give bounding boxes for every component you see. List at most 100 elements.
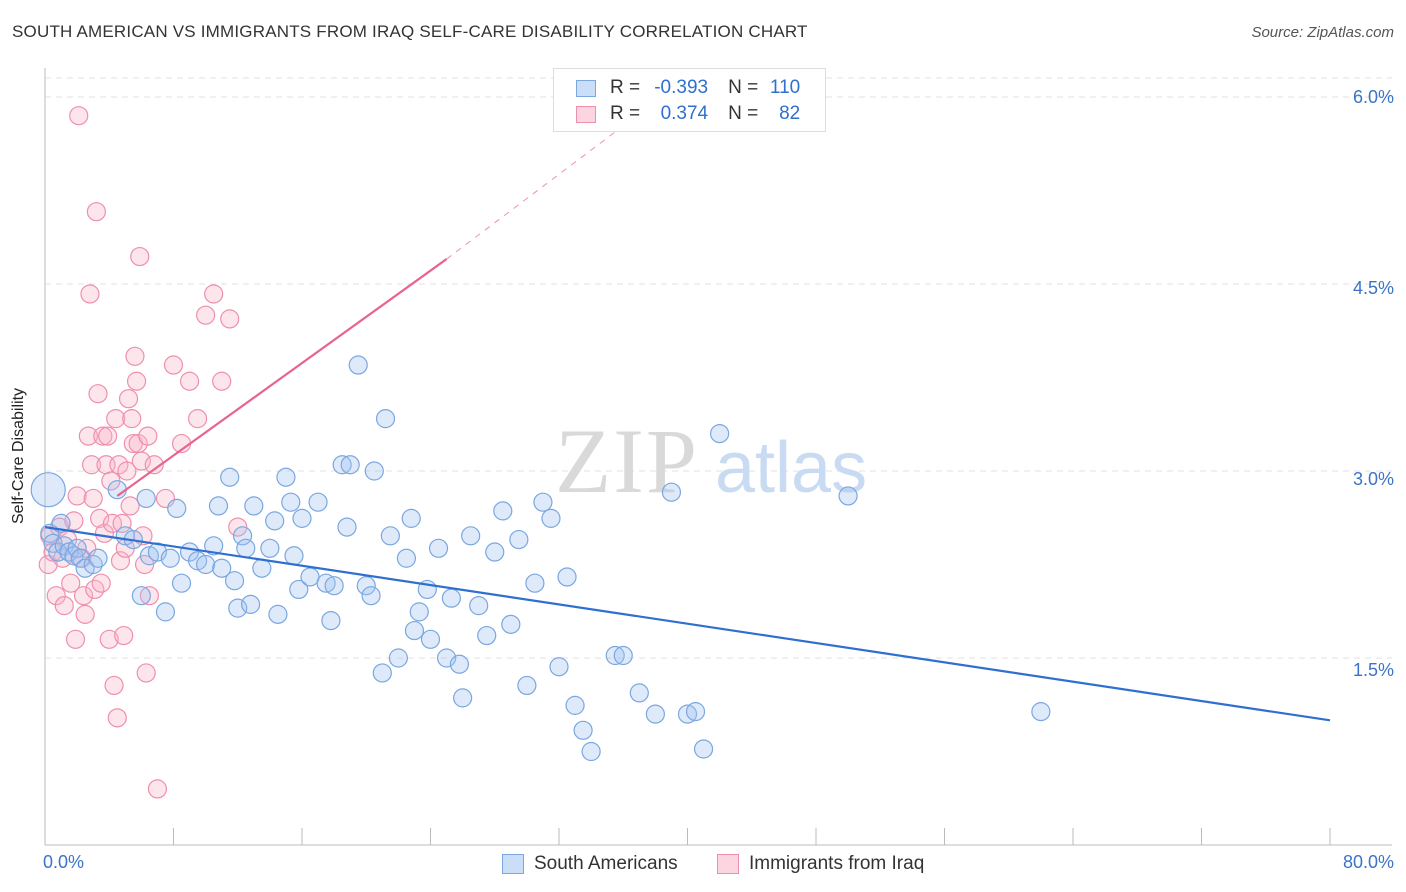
pink-swatch: [576, 105, 596, 123]
iraq-point: [130, 246, 150, 267]
y-tick-label-4-5: 4.5%: [1352, 278, 1394, 298]
iraq-point: [212, 371, 232, 391]
iraq-point: [125, 346, 145, 366]
south-american-point: [477, 625, 497, 646]
south-american-point: [685, 702, 706, 722]
legend-row-south-americans: R = -0.393 N = 110: [576, 76, 800, 100]
south-american-point: [356, 576, 376, 596]
south-american-point: [321, 610, 341, 631]
south-american-point: [428, 538, 449, 558]
south-american-point: [292, 508, 312, 528]
blue-series-points: [30, 355, 1051, 762]
iraq-point: [93, 426, 113, 446]
r-label: R =: [610, 77, 641, 98]
iraq-point: [73, 586, 94, 606]
south-american-point: [375, 409, 396, 429]
south-american-point: [372, 663, 392, 683]
source-label: Source: ZipAtlas.com: [1251, 24, 1394, 41]
iraq-point: [90, 508, 110, 528]
south-american-point: [549, 657, 569, 677]
south-american-point: [88, 548, 108, 568]
iraq-point: [104, 675, 124, 696]
iraq-point: [118, 389, 139, 409]
south-american-point: [441, 588, 461, 608]
south-american-point: [380, 526, 400, 546]
bottom-legend-south-americans[interactable]: South Americans: [502, 851, 678, 877]
south-american-point: [605, 645, 625, 666]
south-american-point: [453, 688, 473, 708]
r-label: R =: [610, 103, 641, 124]
south-american-point: [260, 538, 280, 558]
legend-label: Immigrants from Iraq: [749, 853, 925, 874]
south-american-point: [661, 482, 682, 502]
south-american-point: [252, 558, 272, 578]
iraq-point: [83, 488, 103, 509]
south-american-point: [838, 486, 858, 506]
south-american-point: [308, 492, 328, 512]
iraq-point: [139, 586, 160, 606]
iraq-point: [46, 586, 66, 606]
iraq-point: [99, 629, 119, 649]
south-american-point: [241, 594, 261, 614]
south-american-point: [324, 576, 344, 596]
south-american-point: [204, 536, 224, 556]
y-tick-label-3: 3.0%: [1352, 469, 1394, 489]
south-american-point: [469, 596, 489, 616]
iraq-point: [54, 596, 74, 616]
south-american-point: [613, 645, 633, 666]
south-american-point: [677, 704, 698, 724]
south-american-point: [171, 573, 192, 593]
iraq-point: [91, 573, 111, 593]
pink-swatch: [717, 854, 739, 874]
iraq-point: [120, 496, 140, 516]
south-american-point: [268, 604, 288, 624]
trend-lines: [44, 131, 1331, 722]
south-american-point: [348, 355, 368, 375]
south-american-point: [300, 567, 320, 587]
south-american-point: [693, 739, 714, 759]
south-american-point: [220, 467, 240, 487]
iraq-point: [144, 455, 164, 475]
iraq-point: [67, 486, 87, 506]
south-american-point: [396, 548, 417, 568]
south-american-point: [565, 695, 585, 715]
iraq-point: [179, 371, 200, 391]
south-american-point: [525, 573, 545, 593]
south-american-point: [289, 579, 309, 600]
south-american-point: [501, 614, 521, 634]
correlation-legend: R = -0.393 N = 110 R = 0.374 N = 82: [553, 68, 826, 132]
south-american-point: [232, 526, 253, 546]
iraq-point: [147, 779, 168, 799]
x-tick-label-min: 0.0%: [43, 852, 85, 872]
south-american-point: [228, 598, 248, 618]
south-american-point: [316, 573, 336, 593]
south-american-point: [420, 629, 441, 649]
south-american-point: [212, 558, 232, 578]
n-value: 110: [769, 77, 801, 98]
iraq-point: [94, 523, 115, 543]
south-american-point: [1031, 702, 1051, 722]
south-american-point: [629, 683, 649, 703]
iraq-point: [78, 426, 98, 446]
iraq-point: [112, 513, 132, 533]
r-value: 0.374: [660, 103, 709, 124]
south-american-point: [645, 704, 665, 724]
south-american-point: [517, 675, 537, 696]
axes: [44, 68, 1392, 846]
bottom-legend-iraq[interactable]: Immigrants from Iraq: [717, 851, 924, 877]
blue-swatch: [576, 79, 596, 97]
pink-series-points: [38, 106, 248, 799]
south-american-point: [196, 554, 216, 575]
iraq-point: [106, 409, 126, 429]
r-value: -0.393: [654, 77, 709, 98]
y-tick-label-1-5: 1.5%: [1352, 660, 1394, 680]
chart-title: SOUTH AMERICAN VS IMMIGRANTS FROM IRAQ S…: [12, 22, 808, 41]
n-label: N =: [728, 77, 759, 98]
legend-row-iraq: R = 0.374 N = 82: [576, 102, 800, 126]
watermark-zip: ZIP: [555, 410, 699, 512]
y-axis-label: Self-Care Disability: [10, 387, 27, 525]
south-american-point: [208, 496, 229, 516]
iraq-point: [122, 409, 142, 429]
south-american-point: [401, 508, 421, 528]
